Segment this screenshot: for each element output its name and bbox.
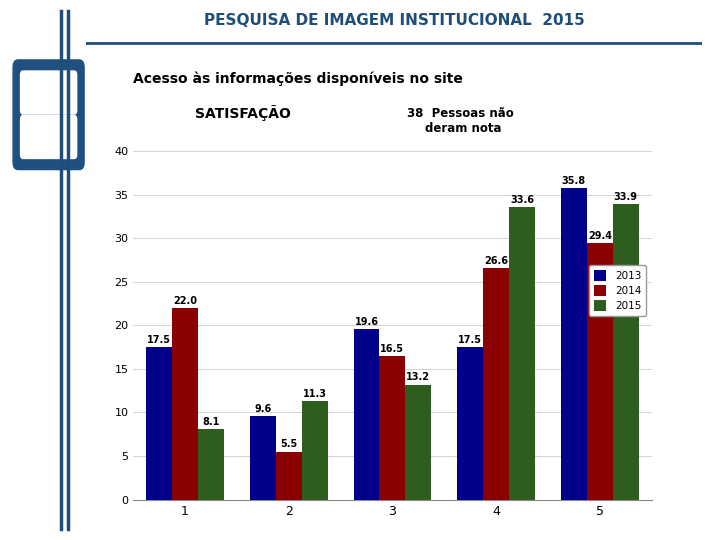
Bar	[354, 329, 379, 500]
Bar	[379, 356, 405, 500]
Text: 17.5: 17.5	[147, 335, 171, 345]
Bar	[302, 401, 328, 500]
Text: 13.2: 13.2	[406, 373, 431, 382]
Bar	[509, 207, 535, 500]
Text: 9.6: 9.6	[254, 404, 271, 414]
Text: 33.9: 33.9	[613, 192, 638, 202]
FancyBboxPatch shape	[20, 70, 77, 115]
Text: 5.5: 5.5	[280, 440, 297, 449]
Bar	[146, 347, 172, 500]
Bar	[457, 347, 483, 500]
Bar	[276, 451, 302, 500]
Text: Acesso às informações disponíveis no site: Acesso às informações disponíveis no sit…	[133, 71, 463, 85]
Bar	[613, 204, 639, 500]
Text: 16.5: 16.5	[380, 343, 405, 354]
Bar	[483, 268, 509, 500]
Text: 22.0: 22.0	[173, 296, 197, 306]
Bar	[561, 188, 587, 500]
Text: 29.4: 29.4	[588, 231, 612, 241]
Text: 8.1: 8.1	[202, 417, 220, 427]
Text: SATISFAÇÃO: SATISFAÇÃO	[195, 105, 291, 121]
Text: 11.3: 11.3	[302, 389, 327, 399]
Text: 33.6: 33.6	[510, 195, 534, 205]
Bar	[250, 416, 276, 500]
Text: 17.5: 17.5	[458, 335, 482, 345]
Text: 35.8: 35.8	[562, 176, 586, 186]
Legend: 2013, 2014, 2015: 2013, 2014, 2015	[589, 265, 647, 316]
Text: deram nota: deram nota	[425, 122, 501, 135]
Bar	[172, 308, 198, 500]
Text: PESQUISA DE IMAGEM INSTITUCIONAL  2015: PESQUISA DE IMAGEM INSTITUCIONAL 2015	[204, 14, 585, 28]
Text: 19.6: 19.6	[354, 316, 379, 327]
Text: 26.6: 26.6	[484, 256, 508, 266]
Bar	[587, 244, 613, 500]
FancyBboxPatch shape	[20, 115, 77, 159]
Text: 38  Pessoas não: 38 Pessoas não	[407, 107, 513, 120]
Bar	[405, 384, 431, 500]
Bar	[198, 429, 224, 500]
FancyBboxPatch shape	[13, 60, 84, 170]
